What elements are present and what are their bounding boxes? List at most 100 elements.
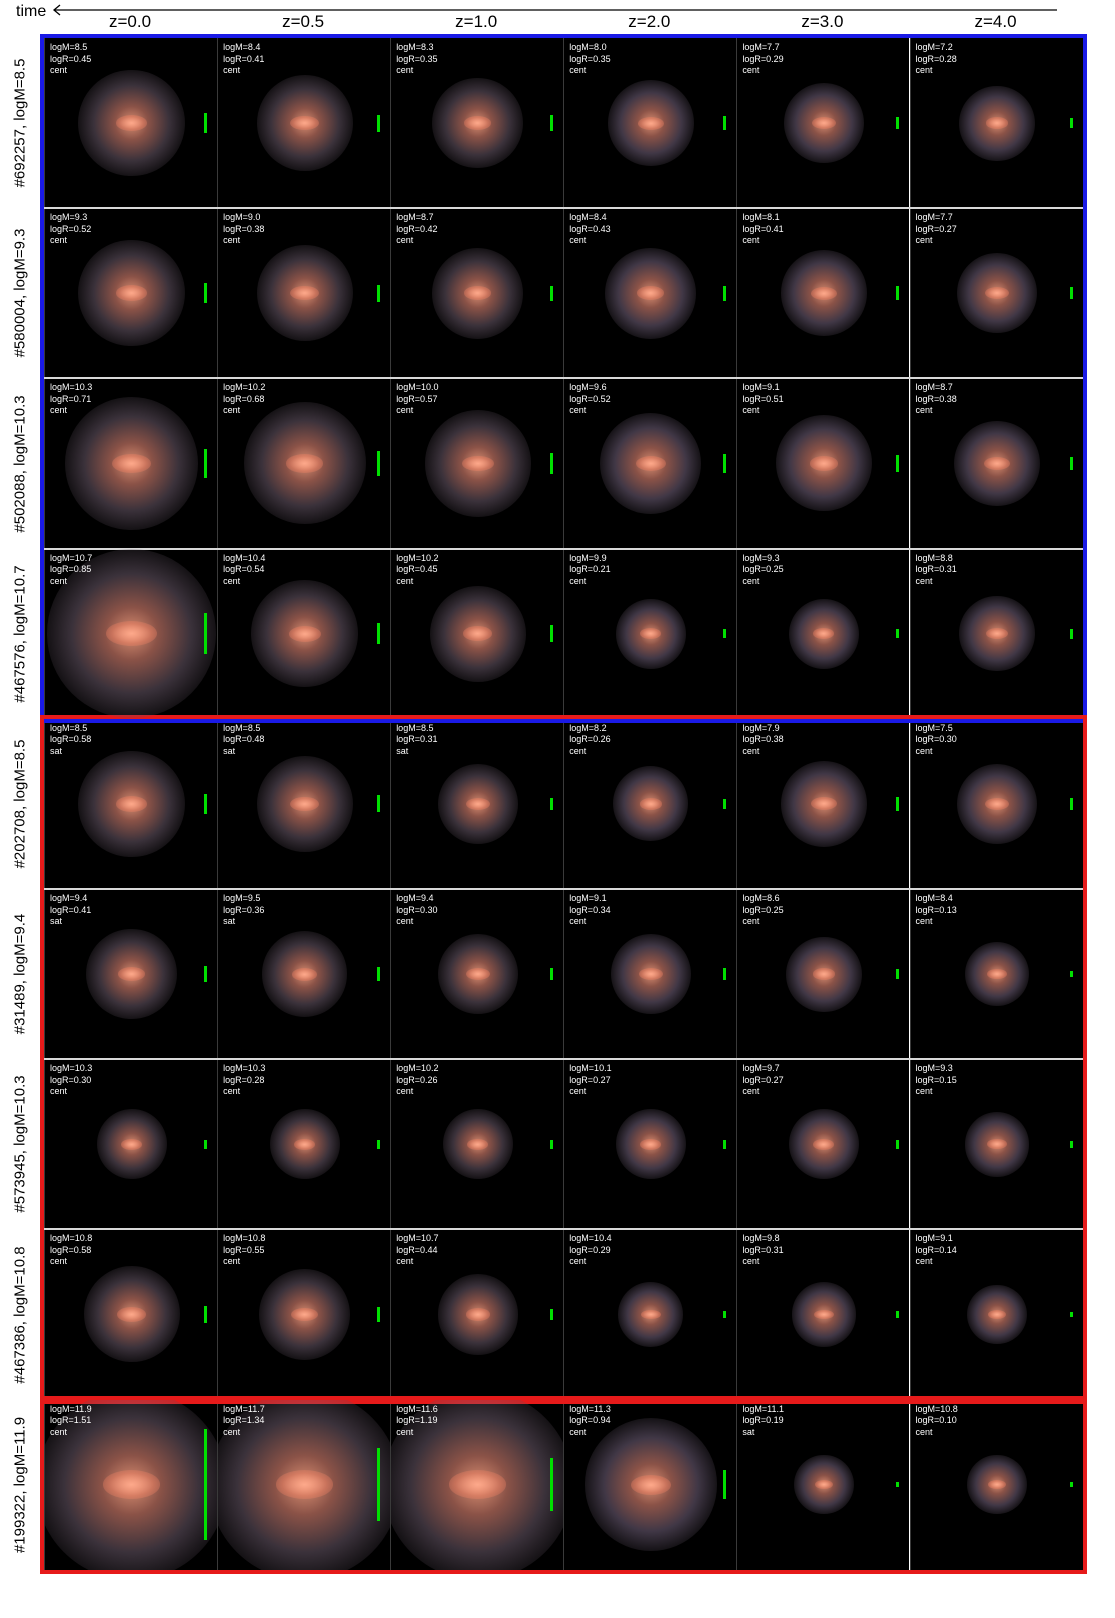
panel-logM: logM=8.7 xyxy=(396,212,434,223)
panel-logM: logM=8.3 xyxy=(396,42,434,52)
panel-logM: logM=7.7 xyxy=(742,42,780,52)
panel-status: cent xyxy=(50,1256,68,1267)
scale-bar xyxy=(1069,117,1073,129)
galaxy-core xyxy=(464,286,492,301)
panel-info: logM=9.4 logR=0.41 sat xyxy=(50,893,91,928)
scale-bar xyxy=(896,286,900,301)
galaxy-core xyxy=(635,455,667,472)
panel-logR: logR=0.26 xyxy=(569,734,611,745)
panel-info: logM=8.5 logR=0.31 sat xyxy=(396,723,437,758)
galaxy-panel: logM=11.1 logR=0.19 sat xyxy=(736,1399,910,1570)
panel-logR: logR=0.51 xyxy=(742,393,784,404)
galaxy-panel: logM=8.7 logR=0.42 cent xyxy=(390,208,564,379)
galaxy-core xyxy=(463,626,493,641)
panel-status: cent xyxy=(915,65,933,75)
scale-bar xyxy=(377,795,381,813)
galaxy-panel: logM=11.7 logR=1.34 cent xyxy=(217,1399,391,1570)
panel-logM: logM=9.1 xyxy=(915,1233,953,1244)
scale-bar xyxy=(1069,797,1073,810)
panel-info: logM=10.2 logR=0.68 cent xyxy=(223,382,265,417)
panel-info: logM=9.3 logR=0.15 cent xyxy=(916,1063,957,1098)
panel-info: logM=10.8 logR=0.58 cent xyxy=(50,1233,92,1268)
scale-bar xyxy=(723,629,727,638)
panel-info: logM=8.7 logR=0.42 cent xyxy=(396,212,437,247)
panel-status: cent xyxy=(569,235,587,246)
panel-info: logM=7.9 logR=0.38 cent xyxy=(742,723,783,758)
galaxy-core xyxy=(465,968,490,981)
panel-logR: logR=0.55 xyxy=(223,1244,265,1255)
galaxy-core xyxy=(987,1139,1007,1150)
galaxy-core xyxy=(814,1309,834,1320)
galaxy-panel: logM=10.8 logR=0.10 cent xyxy=(909,1399,1083,1570)
panel-logR: logR=0.35 xyxy=(569,53,611,64)
row-label-text: #467576, logM=10.7 xyxy=(11,565,29,703)
galaxy-core xyxy=(811,286,837,300)
galaxy-panel: logM=10.3 logR=0.28 cent xyxy=(217,1059,391,1230)
galaxy-panel: logM=10.4 logR=0.54 cent xyxy=(217,548,391,719)
panel-logR: logR=0.52 xyxy=(569,393,611,404)
scale-bar xyxy=(550,1140,554,1149)
scale-bar xyxy=(550,625,554,643)
panel-logR: logR=0.57 xyxy=(396,393,438,404)
galaxy-panel: logM=9.3 logR=0.52 cent xyxy=(44,208,218,379)
scale-bar xyxy=(550,115,554,131)
panel-logM: logM=10.3 xyxy=(50,382,93,393)
row-separator xyxy=(44,717,1083,720)
panel-status: cent xyxy=(223,1086,241,1097)
panel-info: logM=8.0 logR=0.35 cent xyxy=(569,42,610,77)
scale-bar xyxy=(377,1140,381,1149)
panel-logR: logR=0.15 xyxy=(915,1074,957,1085)
panel-logM: logM=9.7 xyxy=(742,1063,780,1074)
panel-logM: logM=8.6 xyxy=(742,893,780,903)
panel-status: cent xyxy=(50,575,68,586)
panel-status: cent xyxy=(915,1086,933,1097)
galaxy-panel: logM=7.7 logR=0.29 cent xyxy=(736,38,910,209)
panel-logR: logR=1.51 xyxy=(50,1415,92,1426)
panel-logM: logM=10.3 xyxy=(50,1063,93,1074)
galaxy-panel: logM=8.6 logR=0.25 cent xyxy=(736,889,910,1060)
galaxy-core xyxy=(640,1139,662,1150)
scale-bar xyxy=(550,285,554,301)
panel-status: cent xyxy=(569,1086,587,1097)
galaxy-panel: logM=7.9 logR=0.38 cent xyxy=(736,718,910,889)
panel-logR: logR=0.14 xyxy=(915,1244,957,1255)
scale-bar xyxy=(550,453,554,474)
scale-bar xyxy=(723,1470,727,1500)
panel-logM: logM=10.8 xyxy=(50,1233,93,1244)
panel-logR: logR=0.45 xyxy=(50,53,92,64)
galaxy-panel: logM=9.4 logR=0.41 sat xyxy=(44,889,218,1060)
panel-logM: logM=7.9 xyxy=(742,722,780,733)
panel-info: logM=9.9 logR=0.21 cent xyxy=(569,553,610,588)
scale-bar xyxy=(550,797,554,810)
galaxy-core xyxy=(449,1470,507,1499)
galaxy-core xyxy=(813,628,835,639)
galaxy-panel: logM=10.3 logR=0.71 cent xyxy=(44,378,218,549)
panel-status: cent xyxy=(569,1426,587,1437)
galaxy-panel: logM=9.9 logR=0.21 cent xyxy=(563,548,737,719)
panel-logM: logM=7.7 xyxy=(915,212,953,223)
galaxy-panel: logM=9.0 logR=0.38 cent xyxy=(217,208,391,379)
panel-status: sat xyxy=(223,745,236,756)
panel-info: logM=10.3 logR=0.28 cent xyxy=(223,1063,265,1098)
panel-info: logM=8.1 logR=0.41 cent xyxy=(742,212,783,247)
panel-logM: logM=8.5 xyxy=(223,722,261,733)
panel-logM: logM=10.2 xyxy=(223,382,266,393)
galaxy-core xyxy=(461,455,494,472)
panel-logM: logM=10.3 xyxy=(223,1063,266,1074)
scale-bar xyxy=(377,114,381,132)
scale-bar xyxy=(377,1306,381,1323)
scale-bar xyxy=(550,1308,554,1321)
panel-logR: logR=0.52 xyxy=(50,223,92,234)
panel-logR: logR=0.30 xyxy=(396,904,438,915)
panel-logM: logM=8.2 xyxy=(569,722,607,733)
panel-info: logM=8.8 logR=0.31 cent xyxy=(916,553,957,588)
galaxy-panel: logM=11.9 logR=1.51 cent xyxy=(44,1399,218,1570)
galaxy-panel: logM=10.8 logR=0.58 cent xyxy=(44,1229,218,1400)
row-label-text: #467386, logM=10.8 xyxy=(11,1245,29,1384)
panel-info: logM=10.1 logR=0.27 cent xyxy=(569,1063,611,1098)
redshift-header: z=0.0 xyxy=(108,12,152,31)
panel-status: cent xyxy=(915,745,933,756)
panel-info: logM=10.3 logR=0.30 cent xyxy=(50,1063,92,1098)
galaxy-core xyxy=(638,116,664,130)
panel-logM: logM=9.3 xyxy=(742,552,780,563)
